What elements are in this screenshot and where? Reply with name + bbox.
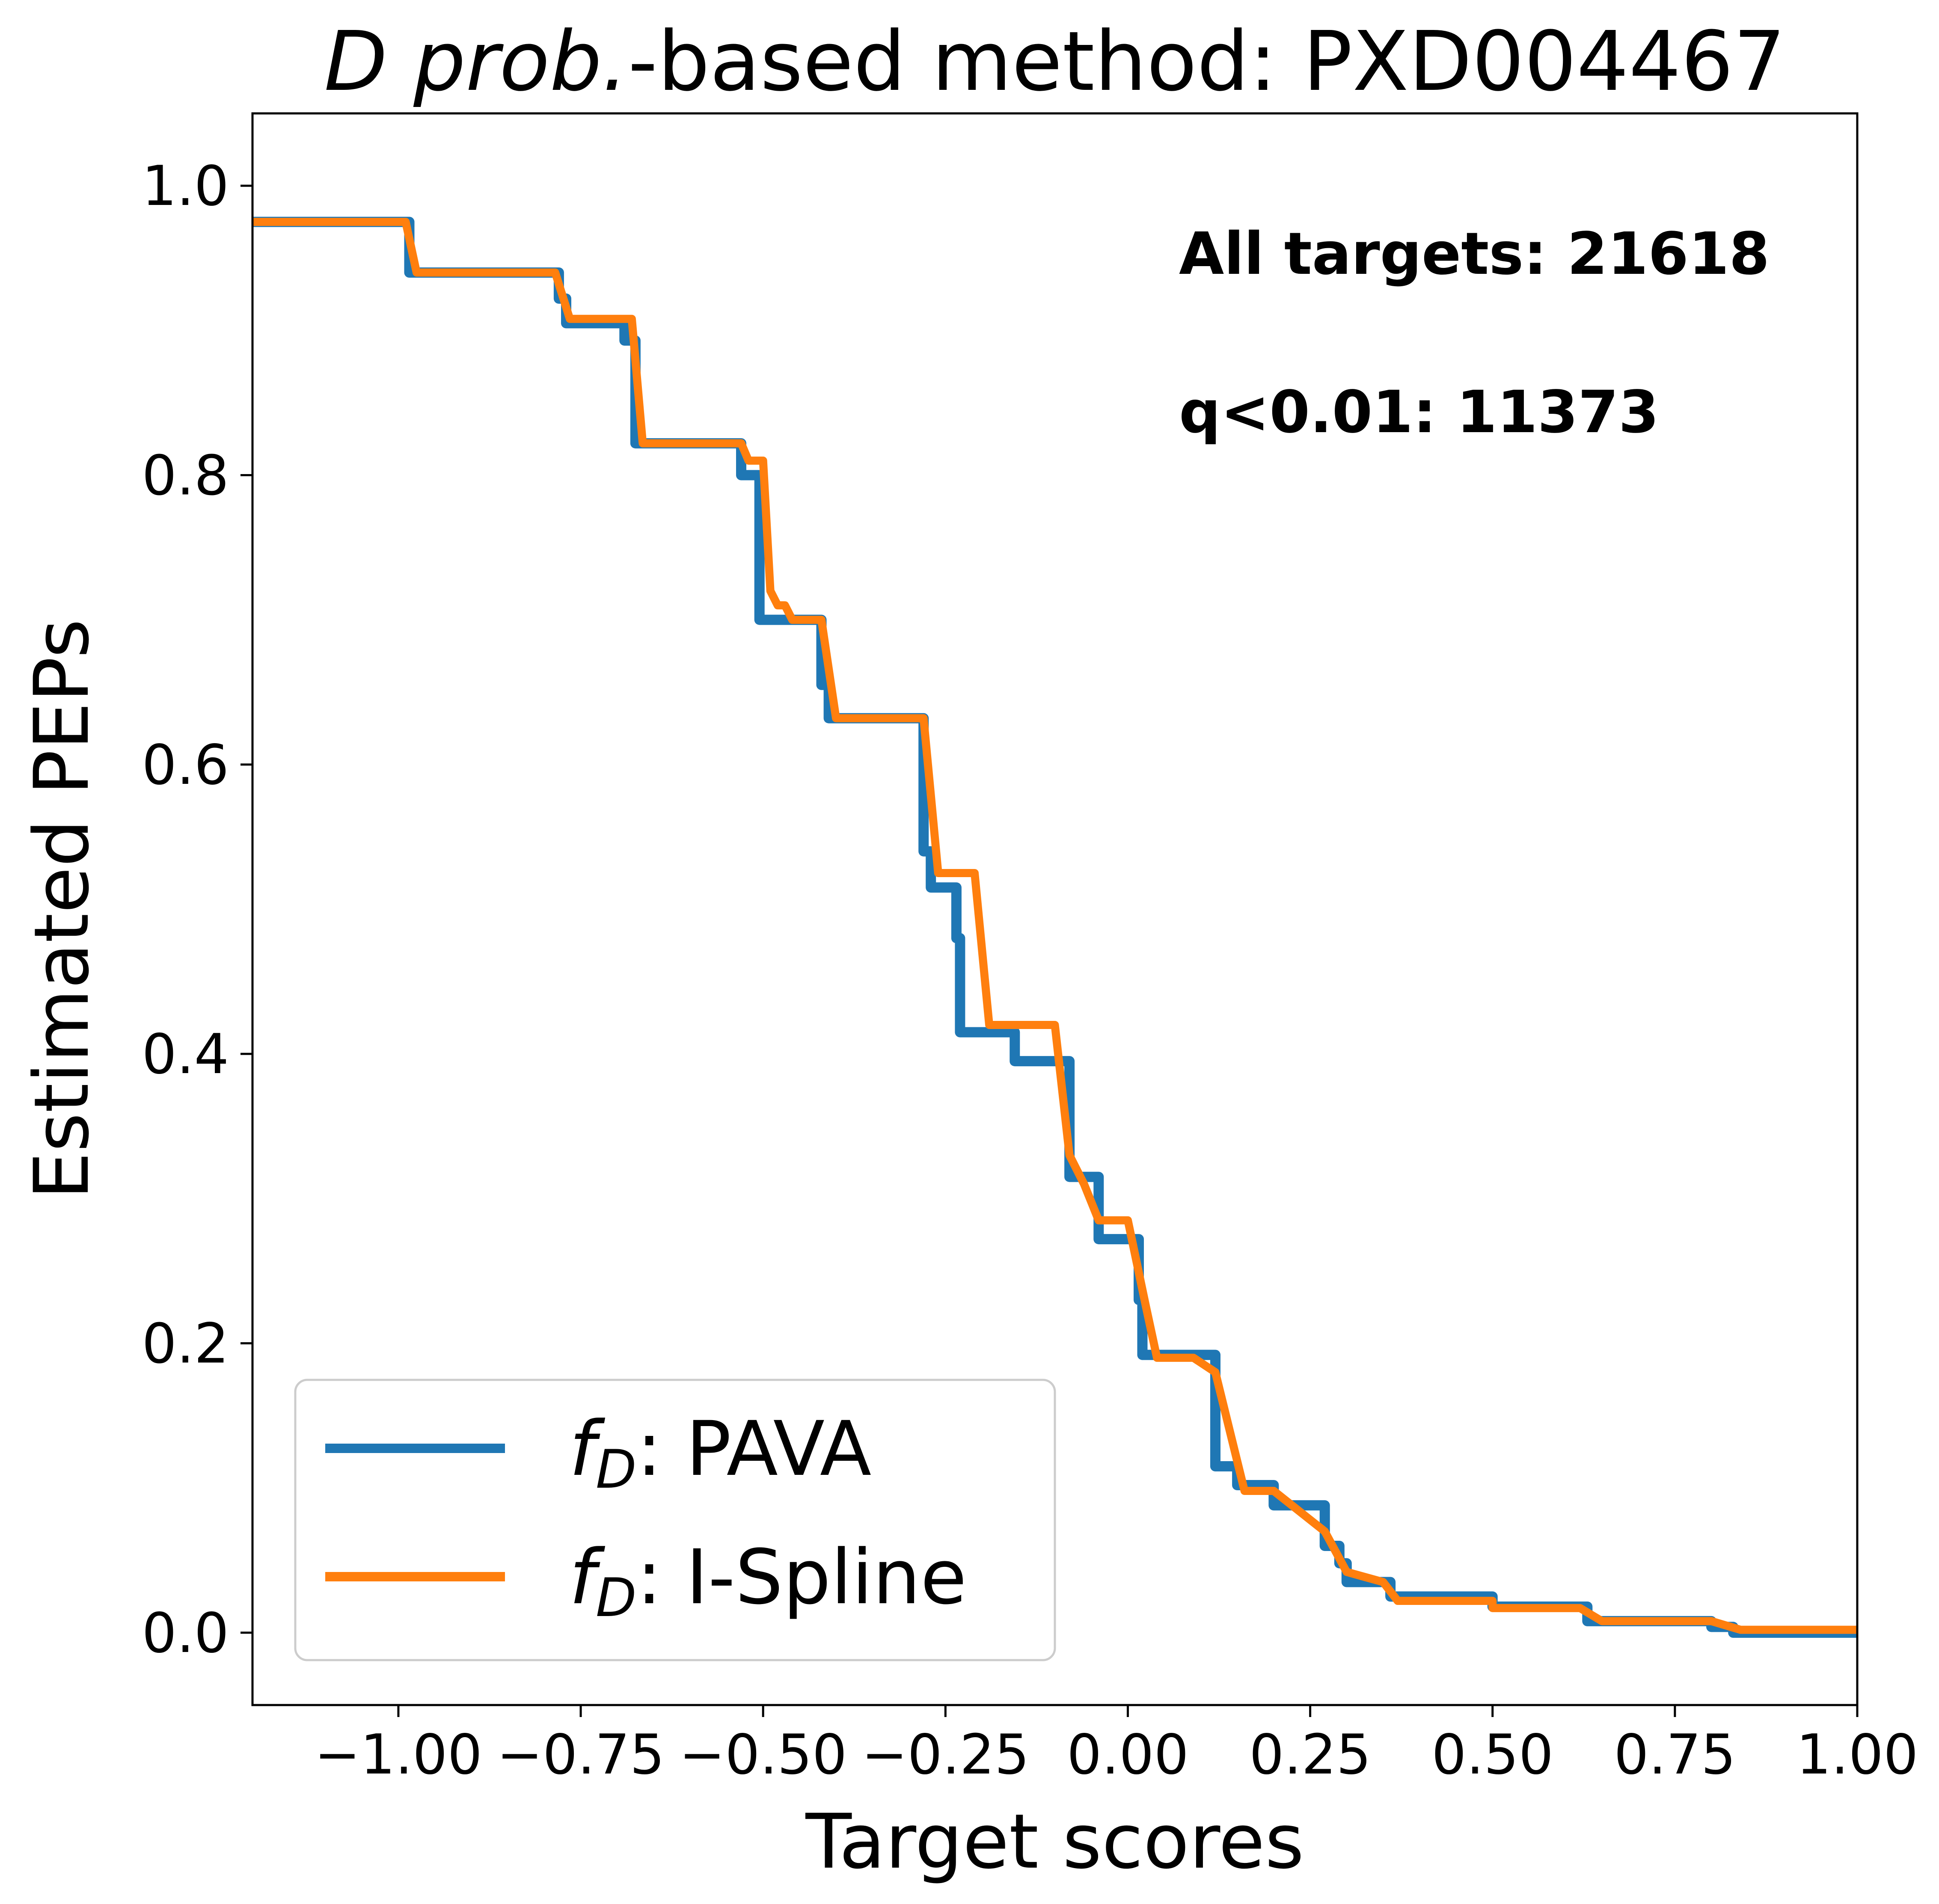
y-tick-label: 1.0 — [142, 154, 229, 218]
y-tick-label: 0.0 — [142, 1601, 229, 1665]
plot-frame — [251, 112, 1859, 1706]
x-tick-label: 0.75 — [1614, 1723, 1736, 1787]
annotation-q-value: q<0.01: 11373 — [1179, 379, 1659, 446]
x-tick-label: 0.50 — [1431, 1723, 1553, 1787]
y-axis: 0.0 0.2 0.4 0.6 0.8 1.0 — [142, 154, 252, 1665]
plot-area — [252, 216, 1857, 1638]
x-tick-label: 0.25 — [1249, 1723, 1371, 1787]
chart-title: D prob.-based method: PXD004467 — [324, 14, 1785, 110]
y-axis-label: Estimated PEPs — [18, 619, 106, 1199]
y-tick-label: 0.8 — [142, 444, 229, 507]
x-tick-label: −0.25 — [861, 1723, 1029, 1787]
legend-entry: fD: PAVA — [569, 1405, 871, 1501]
legend: fD: PAVA fD: I-Spline — [294, 1379, 1056, 1661]
x-tick-label: −0.50 — [679, 1723, 847, 1787]
y-tick-label: 0.6 — [142, 733, 229, 797]
legend-entry: fD: I-Spline — [569, 1533, 967, 1629]
series-line-i-spline — [252, 218, 1857, 1634]
x-tick-label: 1.00 — [1796, 1723, 1918, 1787]
chart-title-italic: D prob. — [324, 14, 628, 110]
y-tick-label: 0.2 — [142, 1312, 229, 1376]
x-tick-label: −0.75 — [497, 1723, 665, 1787]
x-axis-label: Target scores — [805, 1798, 1304, 1886]
annotation-all-targets: All targets: 21618 — [1179, 220, 1770, 288]
x-tick-label: 0.00 — [1067, 1723, 1189, 1787]
chart-title-rest: -based method: PXD004467 — [628, 14, 1785, 110]
x-tick-label: −1.00 — [315, 1723, 482, 1787]
x-axis: −1.00 −0.75 −0.50 −0.25 0.00 0.25 0.50 0.75 1.00 — [315, 1705, 1918, 1787]
y-tick-label: 0.4 — [142, 1023, 229, 1086]
